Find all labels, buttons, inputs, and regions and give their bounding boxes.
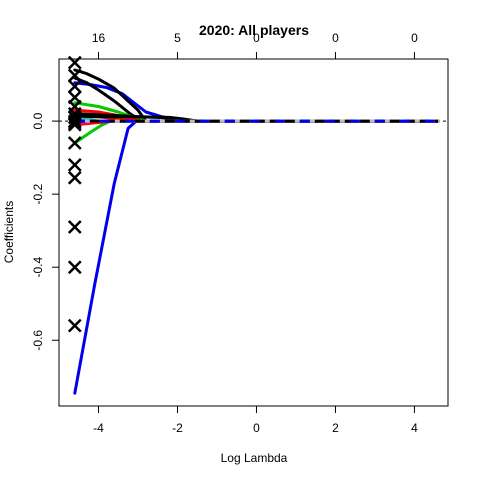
x-tick-label: -4: [93, 421, 104, 435]
coefficient-marker-13: [67, 170, 82, 185]
x-tick-label: -2: [172, 421, 183, 435]
coefficient-marker-15: [67, 260, 82, 275]
coefficient-marker-2: [67, 68, 82, 83]
coefficient-marker-16: [67, 318, 82, 333]
top-tick-label: 16: [92, 31, 106, 45]
coefficient-path-6: [73, 119, 440, 145]
coefficient-marker-10: [67, 117, 82, 132]
y-tick-label: 0.0: [31, 112, 45, 129]
coefficient-marker-3: [67, 79, 82, 94]
y-axis-label: Coefficients: [2, 201, 16, 263]
x-tick-label: 4: [411, 421, 418, 435]
x-tick-label: 0: [253, 421, 260, 435]
coefficient-path-1: [73, 119, 440, 395]
y-tick-label: -0.6: [31, 330, 45, 351]
coefficient-marker-9: [67, 116, 82, 130]
coefficient-marker-1: [67, 55, 82, 70]
top-tick-label: 0: [411, 31, 418, 45]
series-layer: [59, 68, 448, 395]
top-tick-label: 0: [253, 31, 260, 45]
y-tick-label: -0.4: [31, 257, 45, 278]
chart-title: 2020: All players: [199, 22, 309, 38]
axis-layer: -4 -2 0 2 4 16 5 0 0 0 -0.6 -0.4 -0.2 0.0: [31, 31, 418, 435]
coefficient-marker-8: [67, 114, 82, 128]
x-axis-label: Log Lambda: [221, 451, 288, 465]
plot-frame: [58, 58, 449, 407]
x-tick-label: 2: [332, 421, 339, 435]
coefficient-marker-11: [67, 136, 82, 150]
coefficient-marker-12: [67, 158, 82, 172]
coefficient-marker-14: [67, 220, 82, 234]
top-tick-label: 5: [174, 31, 181, 45]
marker-layer: [67, 55, 82, 333]
y-tick-label: -0.2: [31, 183, 45, 204]
top-tick-label: 0: [332, 31, 339, 45]
